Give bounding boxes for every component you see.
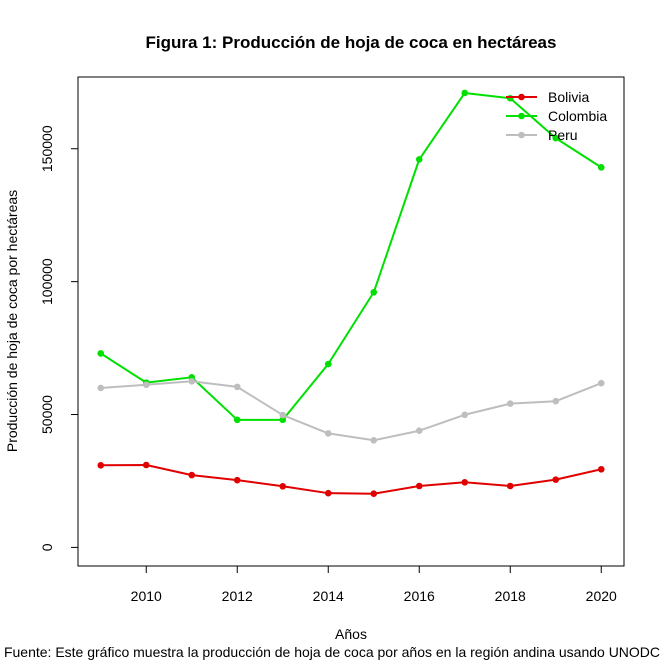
x-tick-label: 2012 (222, 588, 253, 604)
data-point-peru (415, 427, 423, 435)
data-point-bolivia (415, 482, 423, 490)
series-layer (97, 89, 605, 498)
data-point-bolivia (461, 478, 469, 486)
data-point-peru (461, 411, 469, 419)
data-point-peru (370, 436, 378, 444)
data-point-peru (188, 377, 196, 385)
y-axis: 0 50000 100000 150000 (39, 125, 79, 551)
data-point-colombia (233, 416, 241, 424)
data-point-peru (506, 400, 514, 407)
data-point-bolivia (552, 476, 560, 483)
x-tick-label: 2014 (313, 588, 344, 604)
data-point-bolivia (597, 465, 605, 473)
data-point-peru (142, 381, 150, 389)
data-point-peru (233, 383, 241, 391)
legend-label-colombia: Colombia (548, 108, 607, 124)
y-tick-label: 100000 (39, 258, 55, 305)
data-point-bolivia (97, 461, 105, 469)
legend-marker-peru (518, 131, 525, 139)
data-point-bolivia (142, 461, 150, 469)
data-point-colombia (461, 89, 469, 97)
legend-label-bolivia: Bolivia (548, 89, 589, 105)
x-tick-label: 2018 (495, 588, 526, 604)
x-tick-label: 2010 (131, 588, 162, 604)
data-point-bolivia (188, 471, 196, 479)
y-axis-label: Producción de hoja de coca por hectáreas (4, 190, 20, 452)
x-tick-label: 2020 (586, 588, 617, 604)
x-tick-label: 2016 (404, 588, 435, 604)
chart-caption: Fuente: Este gráfico muestra la producci… (4, 644, 660, 660)
data-point-peru (552, 397, 560, 405)
legend-marker-bolivia (518, 93, 525, 101)
data-point-peru (97, 384, 105, 392)
series-line-colombia (100, 91, 602, 421)
data-point-colombia (97, 350, 105, 357)
series-line-peru (100, 380, 602, 442)
data-point-bolivia (506, 482, 514, 490)
chart-title: Figura 1: Producción de hoja de coca en … (146, 33, 557, 52)
data-point-colombia (597, 164, 605, 171)
series-bolivia (97, 461, 605, 498)
data-point-bolivia (370, 490, 378, 498)
data-point-bolivia (233, 476, 241, 484)
series-line-bolivia (100, 464, 602, 495)
legend-marker-colombia (518, 112, 525, 120)
data-point-bolivia (324, 489, 332, 497)
data-point-colombia (552, 134, 560, 142)
data-point-peru (597, 379, 605, 387)
data-point-colombia (370, 288, 378, 296)
x-axis: 2010 2012 2014 2016 2018 2020 (131, 565, 617, 604)
data-point-colombia (279, 416, 287, 424)
legend: Bolivia Colombia Peru (506, 89, 607, 143)
y-tick-label: 50000 (39, 395, 55, 434)
data-point-peru (324, 430, 332, 437)
series-peru (97, 377, 605, 444)
data-point-peru (279, 411, 287, 419)
data-point-colombia (415, 156, 423, 163)
data-point-colombia (506, 94, 514, 102)
legend-label-peru: Peru (548, 127, 578, 143)
x-axis-label: Años (335, 626, 367, 642)
data-point-bolivia (279, 482, 287, 490)
y-tick-label: 150000 (39, 125, 55, 172)
y-tick-label: 0 (39, 543, 55, 551)
series-colombia (97, 89, 605, 424)
data-point-colombia (324, 360, 332, 368)
